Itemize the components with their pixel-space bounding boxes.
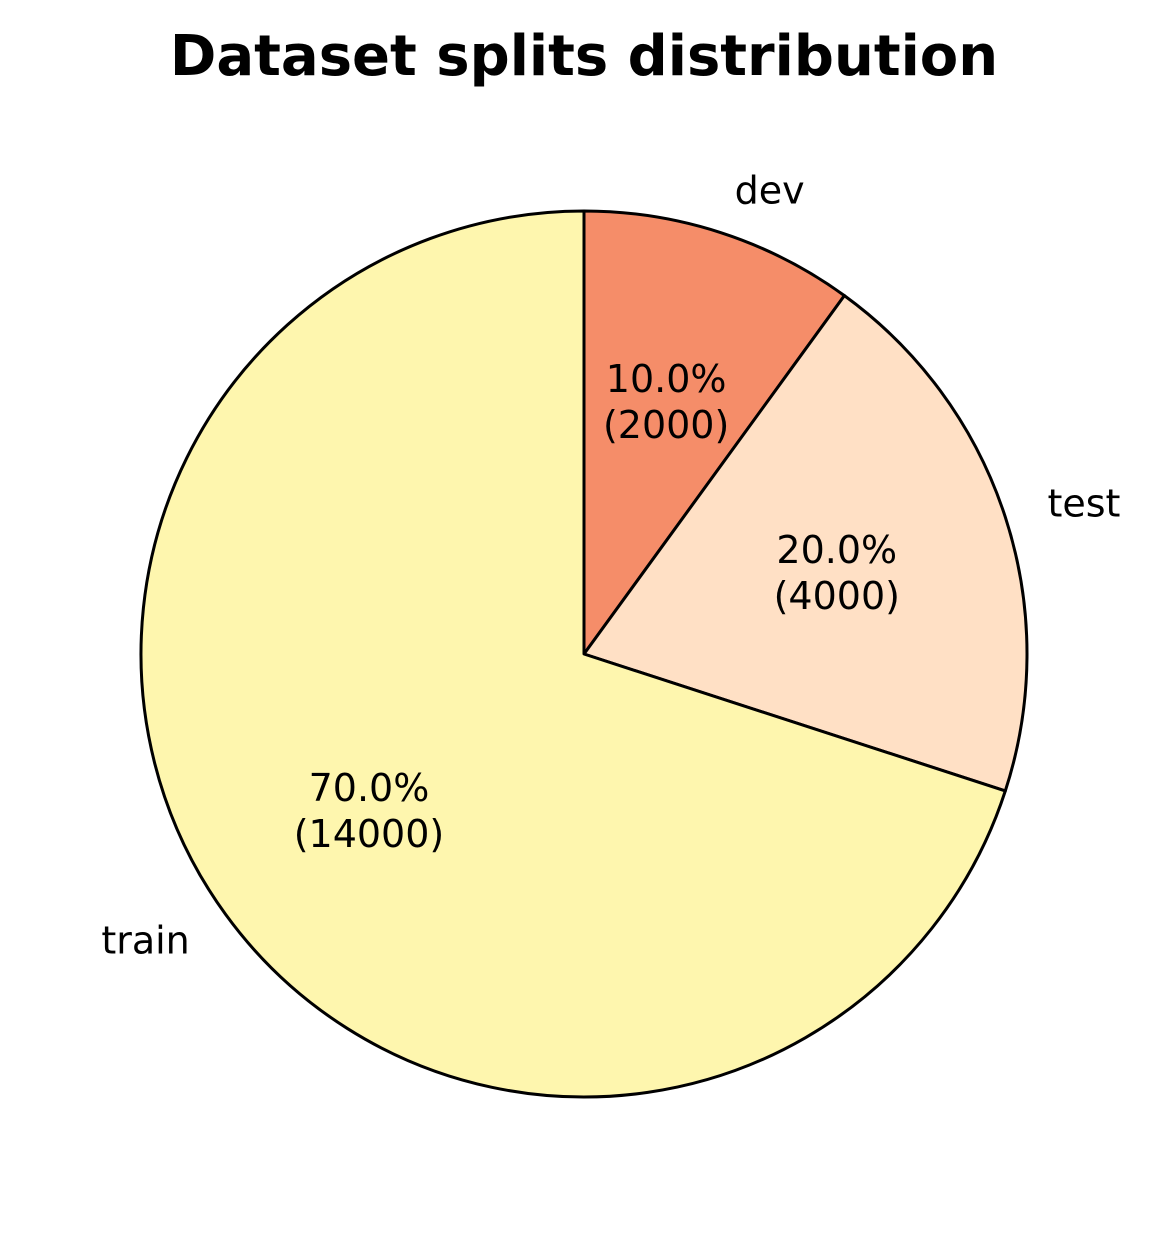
pie-slice-test <box>582 294 1029 793</box>
pie-labels: dev 10.0%(2000) test 20.0%(4000) train 70.0%(… <box>101 169 1120 963</box>
count-label-test: (4000) <box>774 574 900 618</box>
pct-label-train: 70.0% <box>309 766 430 810</box>
pct-label-test: 20.0% <box>776 528 897 572</box>
slice-label-test: test <box>1047 481 1120 525</box>
pie-slices <box>139 209 1029 1099</box>
pie-slice-train <box>139 209 1007 1099</box>
pct-label-dev: 10.0% <box>606 357 727 401</box>
chart-title: Dataset splits distribution <box>170 24 998 89</box>
count-label-dev: (2000) <box>603 403 729 447</box>
count-label-train: (14000) <box>294 812 445 856</box>
slice-label-dev: dev <box>735 169 805 213</box>
pie-slice-dev <box>582 209 846 656</box>
slice-label-train: train <box>101 918 189 962</box>
